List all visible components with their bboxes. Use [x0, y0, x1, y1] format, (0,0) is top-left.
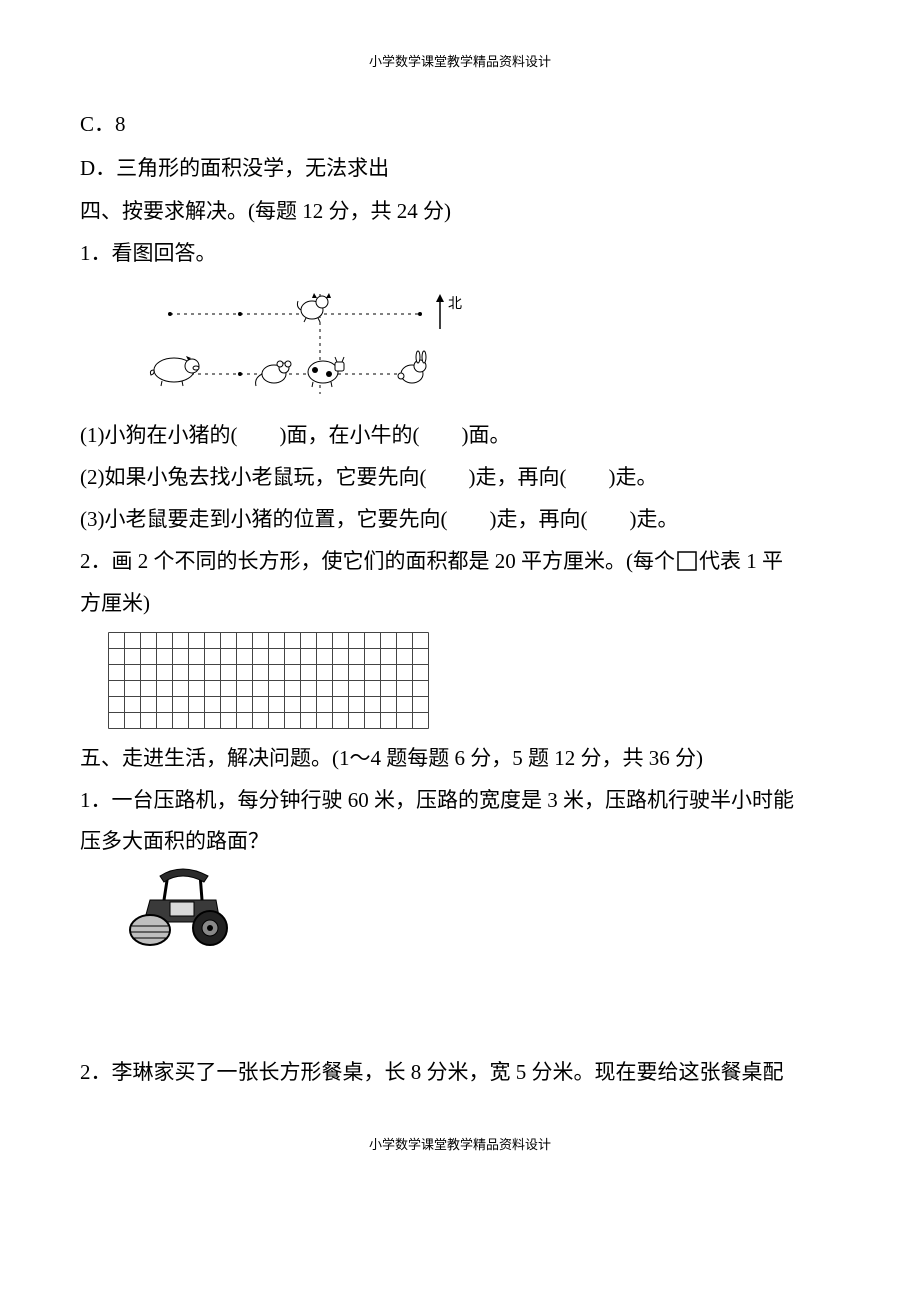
- answer-grid: [108, 632, 840, 729]
- page: 小学数学课堂教学精品资料设计 C．8 D．三角形的面积没学，无法求出 四、按要求…: [0, 0, 920, 1198]
- q4-1: 1．看图回答。: [80, 234, 840, 274]
- cow-icon: [308, 357, 344, 387]
- q4-1-1: (1)小狗在小猪的( )面，在小牛的( )面。: [80, 416, 840, 456]
- dog-icon: [297, 293, 331, 322]
- mouse-icon: [256, 361, 291, 386]
- rabbit-icon: [398, 351, 426, 383]
- q5-1-a: 1．一台压路机，每分钟行驶 60 米，压路的宽度是 3 米，压路机行驶半小时能: [80, 781, 840, 821]
- section-5-title: 五、走进生活，解决问题。(1～4 题每题 6 分，5 题 12 分，共 36 分…: [80, 739, 840, 779]
- animals-diagram: 北: [140, 284, 840, 404]
- q4-2-line2: 方厘米): [80, 584, 840, 624]
- page-footer: 小学数学课堂教学精品资料设计: [80, 1133, 840, 1158]
- q5-2: 2．李琳家买了一张长方形餐桌，长 8 分米，宽 5 分米。现在要给这张餐桌配: [80, 1053, 840, 1093]
- q4-2-text-b: 代表 1 平: [699, 549, 783, 573]
- q4-2-line1: 2．画 2 个不同的长方形，使它们的面积都是 20 平方厘米。(每个代表 1 平: [80, 542, 840, 582]
- grid-svg: [108, 632, 429, 729]
- option-c: C．8: [80, 105, 840, 145]
- q4-2-text-a: 2．画 2 个不同的长方形，使它们的面积都是 20 平方厘米。(每个: [80, 549, 675, 573]
- section-4-title: 四、按要求解决。(每题 12 分，共 24 分): [80, 192, 840, 232]
- option-d: D．三角形的面积没学，无法求出: [80, 149, 840, 189]
- road-roller-image: [120, 866, 840, 951]
- answer-space: [80, 951, 840, 1051]
- unit-square-icon: [677, 551, 697, 571]
- q4-1-3: (3)小老鼠要走到小猪的位置，它要先向( )走，再向( )走。: [80, 500, 840, 540]
- pig-icon: [150, 356, 199, 386]
- q5-1-b: 压多大面积的路面？: [80, 822, 840, 862]
- north-label: 北: [448, 296, 462, 312]
- q4-1-2: (2)如果小兔去找小老鼠玩，它要先向( )走，再向( )走。: [80, 458, 840, 498]
- page-header: 小学数学课堂教学精品资料设计: [80, 50, 840, 75]
